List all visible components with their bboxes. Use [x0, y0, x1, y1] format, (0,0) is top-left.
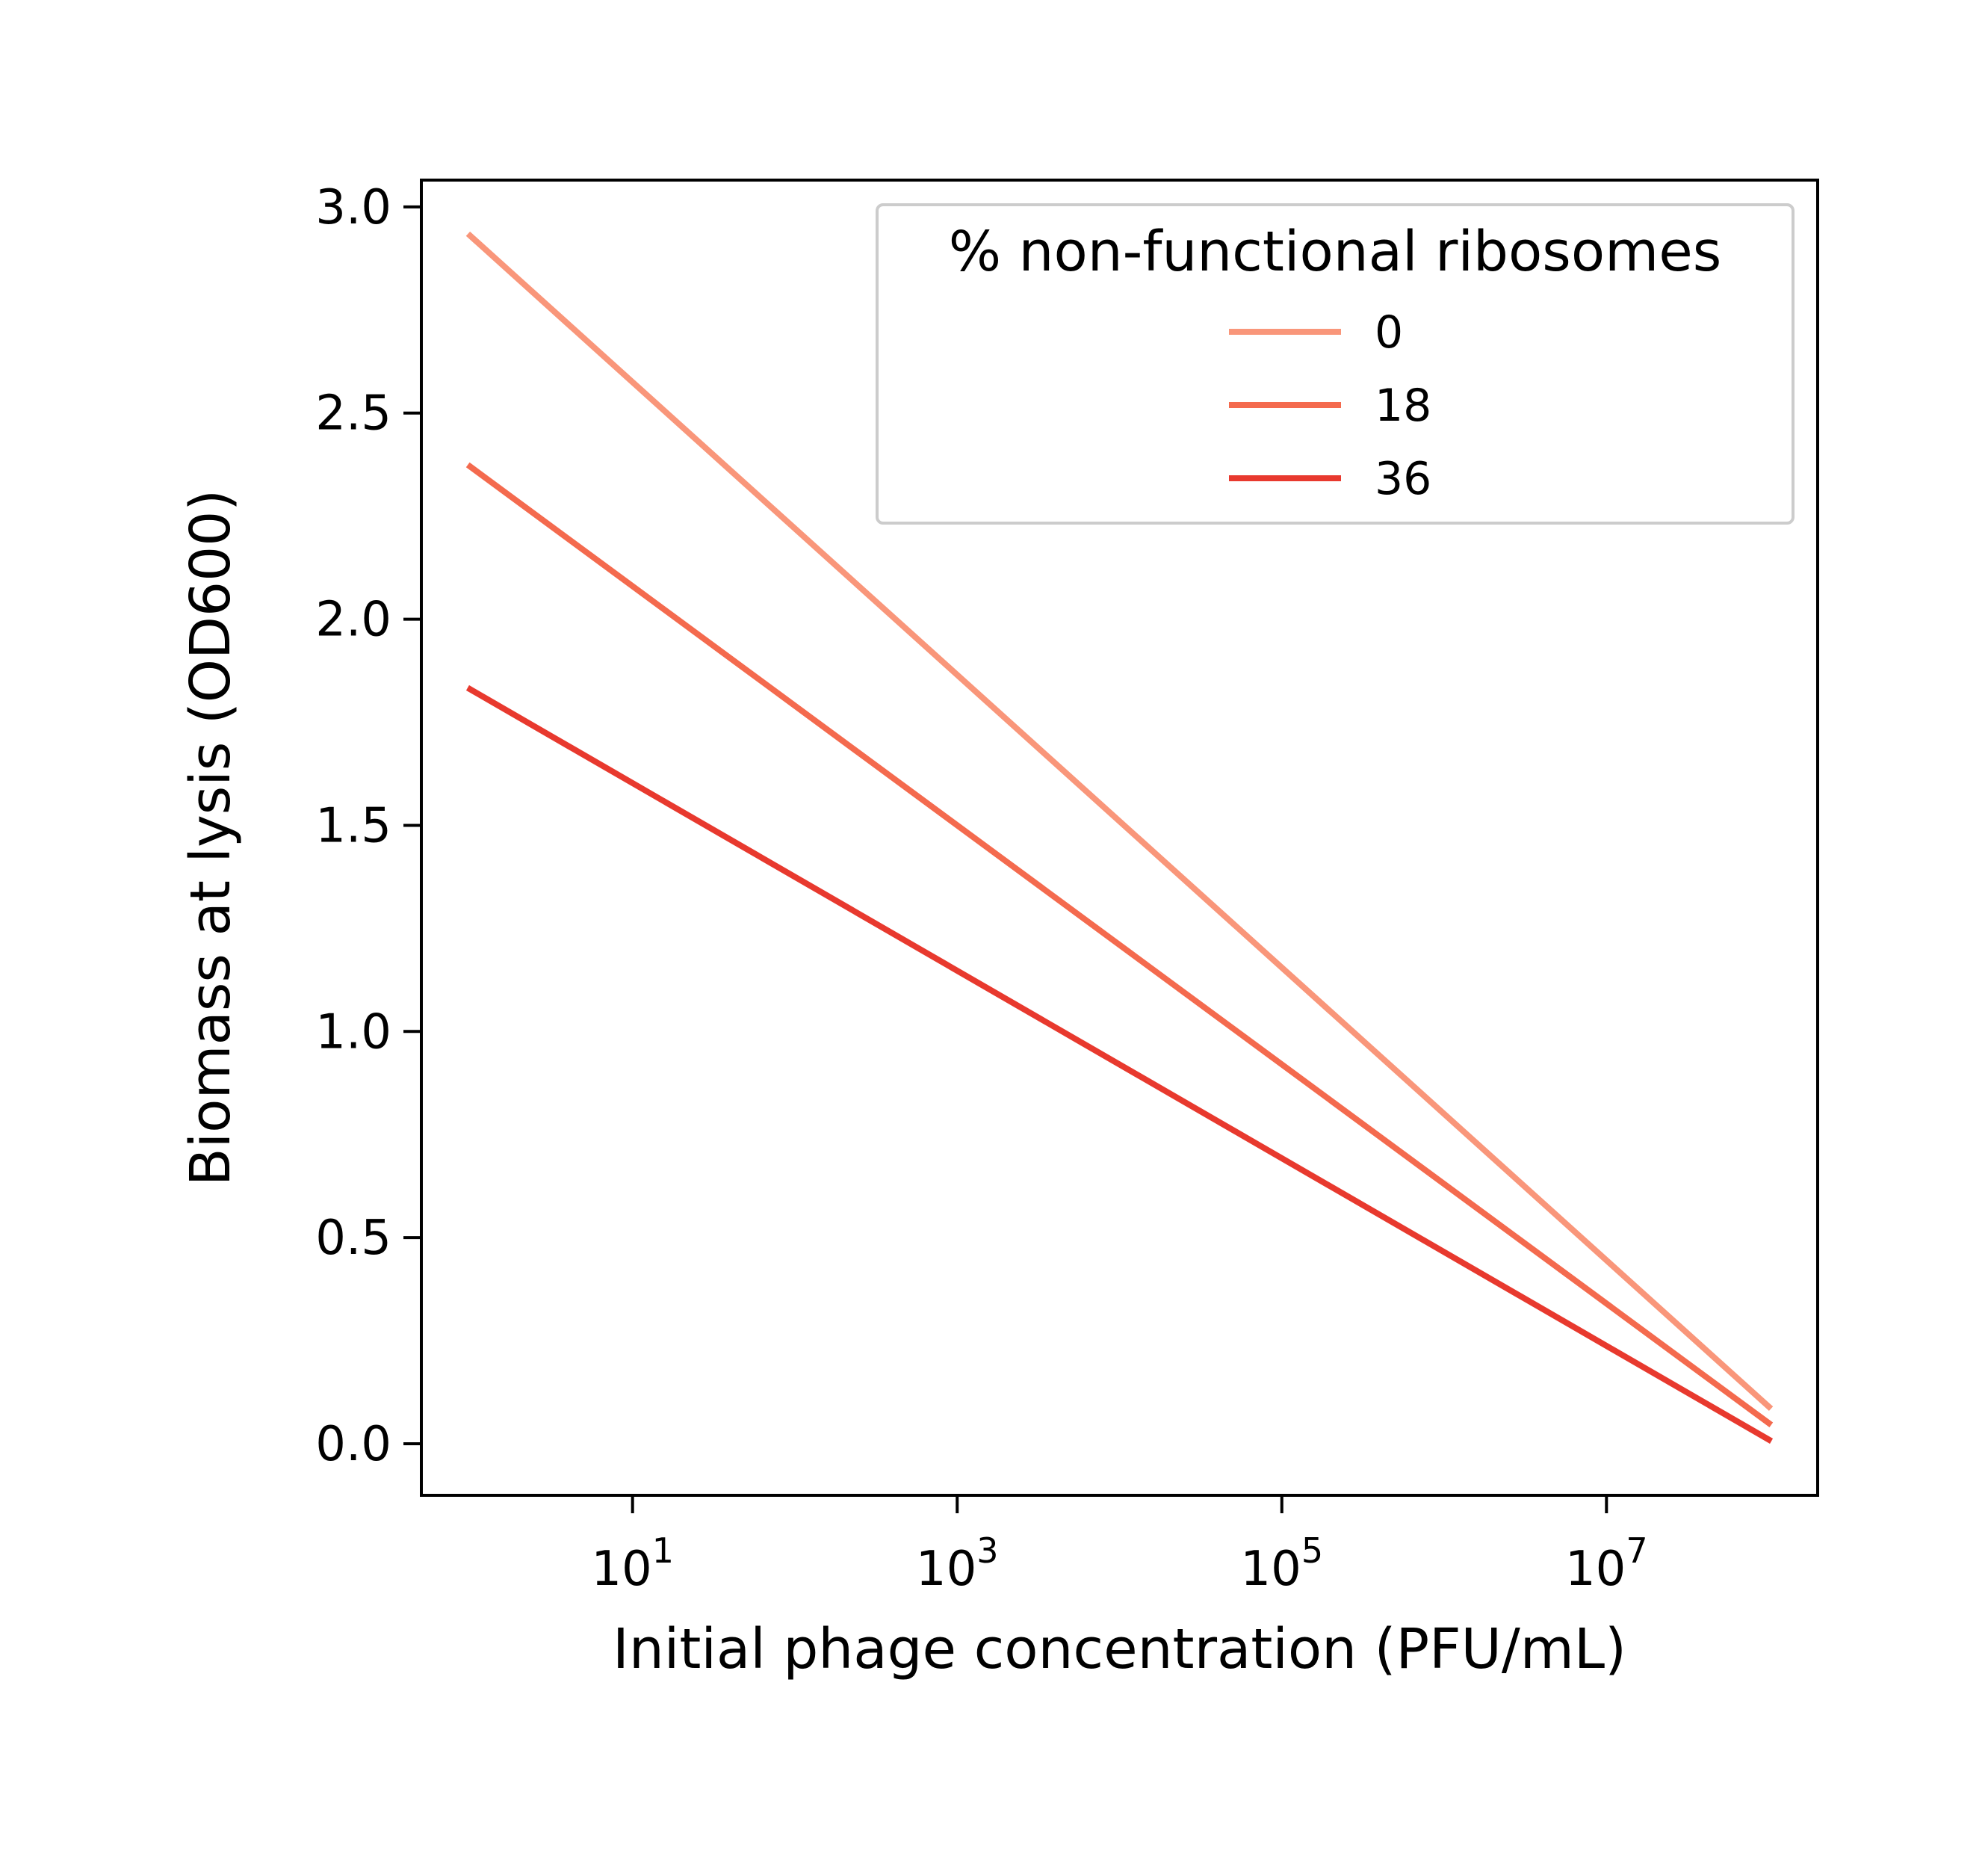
legend-label-36: 36	[1375, 453, 1431, 505]
plot-area	[465, 231, 1774, 1444]
y-tick-label: 0.5	[315, 1211, 391, 1266]
series-line-36	[465, 685, 1774, 1444]
series-line-18	[465, 462, 1774, 1427]
y-tick-label: 0.0	[315, 1417, 391, 1472]
legend-box	[876, 203, 1795, 525]
x-tick-label: 101	[591, 1530, 674, 1597]
series-line-0	[465, 231, 1774, 1412]
x-tick-label: 103	[916, 1530, 999, 1597]
x-tick-label: 107	[1565, 1530, 1648, 1597]
x-tick-label: 105	[1240, 1530, 1323, 1597]
x-axis-label: Initial phage concentration (PFU/mL)	[613, 1617, 1626, 1681]
y-tick-label: 1.0	[315, 1004, 391, 1060]
y-axis-label: Biomass at lysis (OD600)	[179, 489, 243, 1186]
legend: % non-functional ribosomes 0 18 36	[876, 203, 1795, 525]
legend-label-18: 18	[1375, 380, 1431, 432]
y-axis: 0.0 0.5 1.0 1.5 2.0 2.5 3.0	[315, 180, 421, 1472]
x-axis: 101 103 105 107	[591, 1495, 1648, 1597]
y-tick-label: 1.5	[315, 798, 391, 853]
legend-label-0: 0	[1375, 306, 1403, 359]
y-tick-label: 3.0	[315, 180, 391, 235]
y-tick-label: 2.5	[315, 386, 391, 442]
y-tick-label: 2.0	[315, 593, 391, 648]
legend-title: % non-functional ribosomes	[949, 220, 1722, 284]
plot-frame	[420, 179, 1819, 1497]
